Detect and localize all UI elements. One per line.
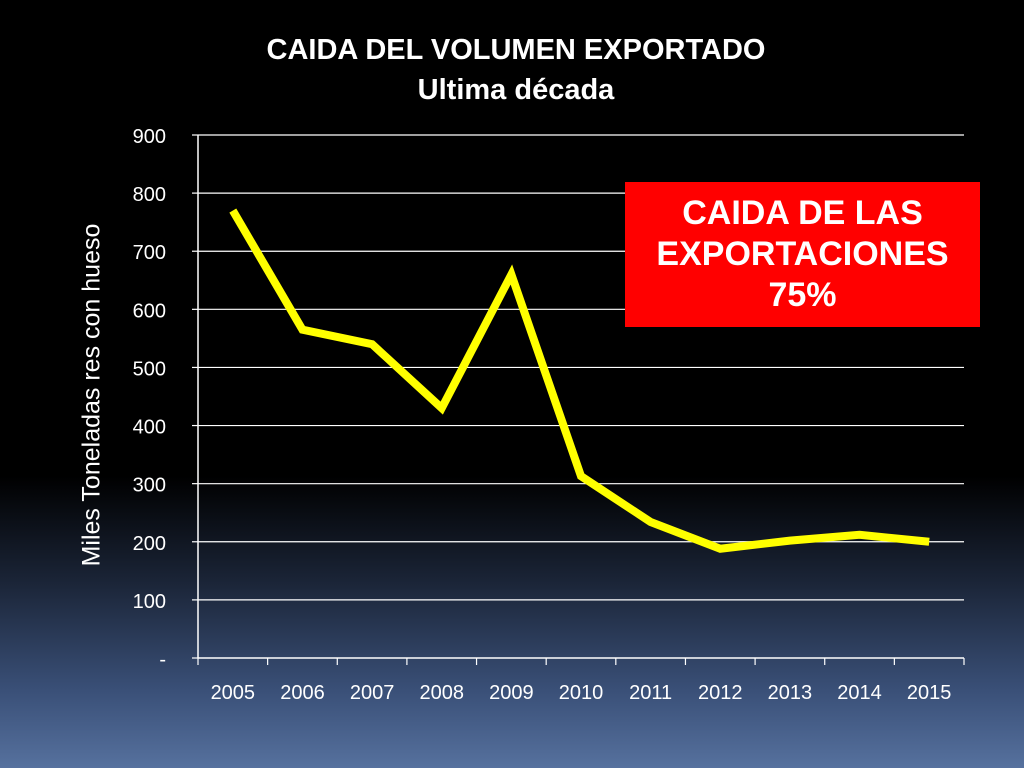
x-tick-label: 2006: [280, 682, 325, 704]
x-tick-label: 2012: [698, 682, 743, 704]
y-tick-label: 600: [133, 300, 166, 322]
axes: [192, 134, 965, 665]
x-tick-labels: 2005 2006 2007 2008 2009 2010 2011 2012 2013 2014…: [211, 682, 952, 704]
callout-line2: EXPORTACIONES: [656, 235, 949, 273]
callout-box: CAIDA DE LAS EXPORTACIONES 75%: [625, 182, 980, 327]
x-tick-label: 2015: [907, 682, 952, 704]
series-group: [229, 208, 930, 553]
chart-title: CAIDA DEL VOLUMEN EXPORTADO: [266, 34, 766, 66]
x-tick-label: 2010: [559, 682, 604, 704]
y-tick-label: 200: [133, 533, 166, 555]
y-tick-labels: - 100 200 300 400 500 600 700 800 900: [133, 126, 166, 671]
x-tick-label: 2014: [837, 682, 882, 704]
y-tick-label: 800: [133, 184, 166, 206]
y-tick-label: -: [159, 649, 166, 671]
y-tick-label: 700: [133, 242, 166, 264]
x-tick-label: 2013: [768, 682, 813, 704]
x-tick-label: 2009: [489, 682, 534, 704]
y-tick-label: 400: [133, 417, 166, 439]
callout-line1: CAIDA DE LAS: [682, 194, 923, 232]
y-tick-label: 500: [133, 358, 166, 380]
x-tick-label: 2005: [211, 682, 256, 704]
y-tick-label: 300: [133, 475, 166, 497]
callout-line3: 75%: [768, 276, 837, 314]
x-tick-label: 2008: [419, 682, 464, 704]
x-tick-label: 2007: [350, 682, 395, 704]
x-tick-label: 2011: [629, 682, 672, 704]
chart-subtitle: Ultima década: [417, 74, 615, 106]
y-tick-label: 100: [133, 591, 166, 613]
y-tick-label: 900: [133, 126, 166, 148]
